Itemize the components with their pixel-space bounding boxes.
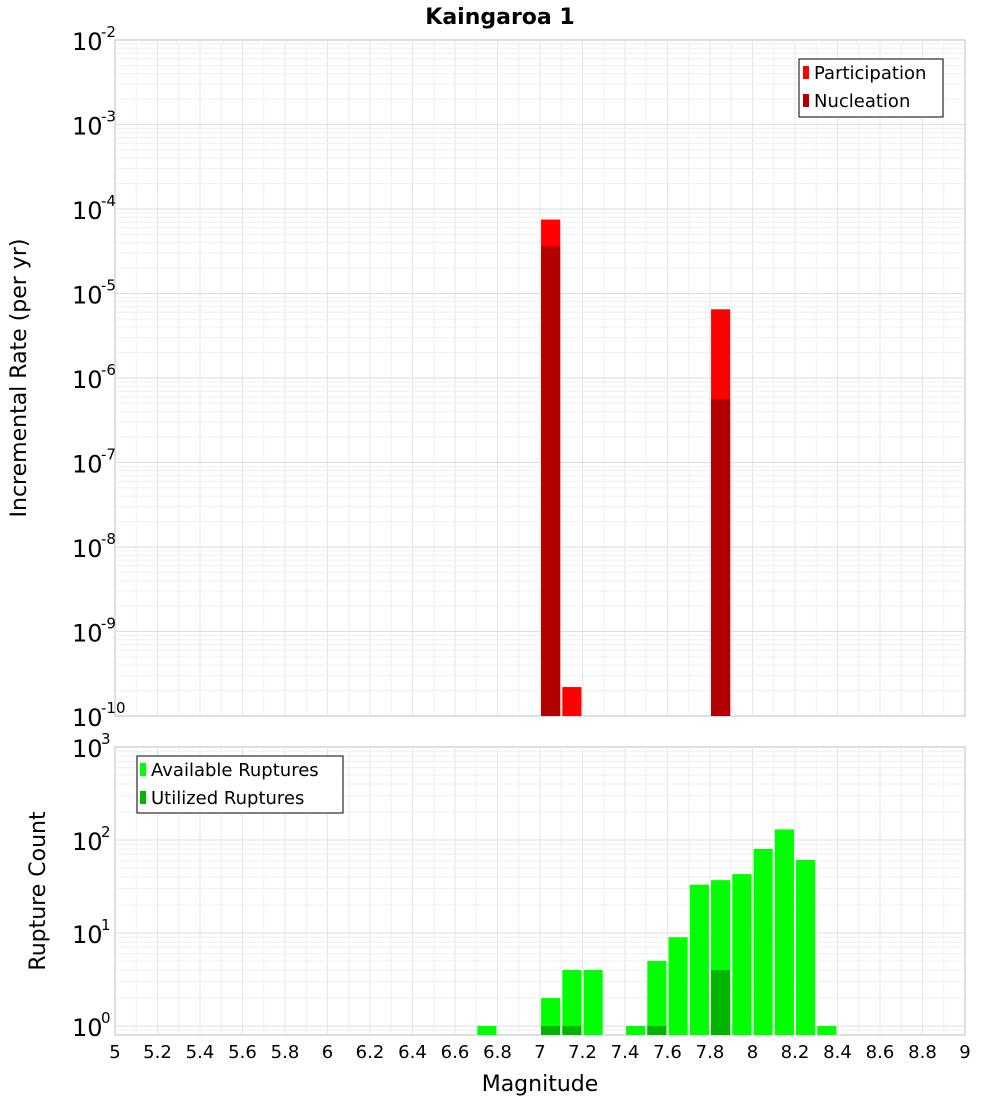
bar-available-ruptures: [477, 1025, 497, 1035]
top-y-tick-label: 10: [72, 197, 103, 225]
bottom-y-tick-label: 10: [72, 735, 103, 763]
x-tick-label: 5.4: [186, 1042, 215, 1063]
x-axis-label: Magnitude: [482, 1072, 599, 1097]
top-y-tick-label: 10: [72, 366, 103, 394]
bar-nucleation: [541, 246, 561, 716]
x-tick-label: 7.4: [611, 1042, 640, 1063]
top-y-tick-label: 10: [72, 282, 103, 310]
legend-swatch-participation: [803, 66, 809, 79]
legend-label-utilized-ruptures: Utilized Ruptures: [151, 788, 304, 809]
bottom-y-tick-label: 10: [72, 921, 103, 949]
bar-available-ruptures: [817, 1025, 837, 1035]
bottom-y-tick-label: 10: [72, 828, 103, 856]
top-y-tick-exponent: -10: [101, 699, 126, 717]
bar-available-ruptures: [583, 969, 603, 1035]
top-bars: [541, 219, 731, 717]
x-tick-label: 8: [747, 1042, 758, 1063]
bar-available-ruptures: [562, 969, 582, 1035]
bottom-y-tick-exponent: 1: [101, 916, 111, 934]
top-y-tick-exponent: -6: [101, 361, 116, 379]
bar-nucleation: [711, 399, 731, 716]
bar-available-ruptures: [753, 849, 773, 1035]
bar-utilized-ruptures: [711, 969, 731, 1035]
bar-utilized-ruptures: [541, 1025, 561, 1035]
top-y-tick-label: 10: [72, 535, 103, 563]
legend-label-participation: Participation: [814, 63, 926, 84]
legend-swatch-nucleation: [803, 94, 809, 107]
x-tick-label: 5.6: [228, 1042, 257, 1063]
top-legend-box: [798, 58, 944, 118]
top-y-tick-exponent: -9: [101, 615, 116, 633]
bar-participation: [562, 687, 582, 716]
bar-available-ruptures: [626, 1025, 646, 1035]
top-legend: Participation Nucleation: [798, 58, 944, 118]
x-tick-label: 8.8: [908, 1042, 937, 1063]
top-y-ticks: 10-210-310-410-510-610-710-810-910-10: [72, 23, 126, 732]
x-tick-label: 8.2: [781, 1042, 810, 1063]
legend-swatch-available-ruptures: [140, 763, 146, 776]
bar-available-ruptures: [647, 960, 667, 1035]
x-tick-label: 9: [959, 1042, 970, 1063]
x-tick-label: 8.4: [823, 1042, 852, 1063]
x-tick-label: 6.4: [398, 1042, 427, 1063]
x-tick-label: 7.2: [568, 1042, 597, 1063]
x-tick-label: 5.8: [271, 1042, 300, 1063]
legend-label-available-ruptures: Available Ruptures: [151, 760, 319, 781]
top-y-axis-label: Incremental Rate (per yr): [7, 239, 32, 518]
x-tick-label: 6: [322, 1042, 333, 1063]
top-y-tick-exponent: -4: [101, 192, 116, 210]
bar-available-ruptures: [796, 859, 816, 1035]
bar-available-ruptures: [668, 937, 688, 1035]
x-tick-label: 6.2: [356, 1042, 385, 1063]
x-tick-label: 7.6: [653, 1042, 682, 1063]
legend-label-nucleation: Nucleation: [814, 91, 910, 112]
bar-available-ruptures: [774, 829, 794, 1035]
top-y-tick-label: 10: [72, 113, 103, 141]
x-tick-label: 5.2: [143, 1042, 172, 1063]
top-y-tick-exponent: -2: [101, 23, 116, 41]
top-grid: [115, 40, 965, 716]
bottom-y-tick-exponent: 2: [101, 823, 111, 841]
legend-swatch-utilized-ruptures: [140, 791, 146, 804]
bar-available-ruptures: [732, 874, 752, 1035]
x-tick-label: 7.8: [696, 1042, 725, 1063]
top-panel: 10-210-310-410-510-610-710-810-910-10 In…: [7, 23, 966, 732]
x-axis-ticks: 5 5.2 5.4 5.6 5.8 6 6.2 6.4 6.6 6.8 7 7.2 7.4 7.6 7.8 8…: [109, 1042, 970, 1063]
bottom-legend-box: [136, 755, 344, 814]
top-y-tick-label: 10: [72, 620, 103, 648]
bottom-y-tick-label: 10: [72, 1014, 103, 1042]
bottom-bars: [477, 829, 837, 1035]
bottom-y-tick-exponent: 0: [101, 1009, 111, 1027]
top-y-tick-exponent: -8: [101, 530, 116, 548]
bar-available-ruptures: [689, 884, 709, 1035]
bar-available-ruptures: [541, 997, 561, 1035]
bottom-y-tick-exponent: 3: [101, 730, 111, 748]
top-y-tick-label: 10: [72, 28, 103, 56]
top-y-tick-exponent: -3: [101, 108, 116, 126]
chart-title: Kaingaroa 1: [425, 5, 574, 30]
top-y-tick-exponent: -7: [101, 446, 116, 464]
bar-utilized-ruptures: [562, 1025, 582, 1035]
bottom-y-axis-label: Rupture Count: [26, 811, 51, 971]
top-y-tick-exponent: -5: [101, 277, 116, 295]
top-y-tick-label: 10: [72, 451, 103, 479]
x-tick-label: 7: [534, 1042, 545, 1063]
x-tick-label: 6.6: [441, 1042, 470, 1063]
x-tick-label: 6.8: [483, 1042, 512, 1063]
x-tick-label: 5: [109, 1042, 120, 1063]
top-y-tick-label: 10: [72, 704, 103, 732]
x-tick-label: 8.6: [866, 1042, 895, 1063]
bar-utilized-ruptures: [647, 1025, 667, 1035]
bottom-legend: Available Ruptures Utilized Ruptures: [136, 755, 344, 814]
